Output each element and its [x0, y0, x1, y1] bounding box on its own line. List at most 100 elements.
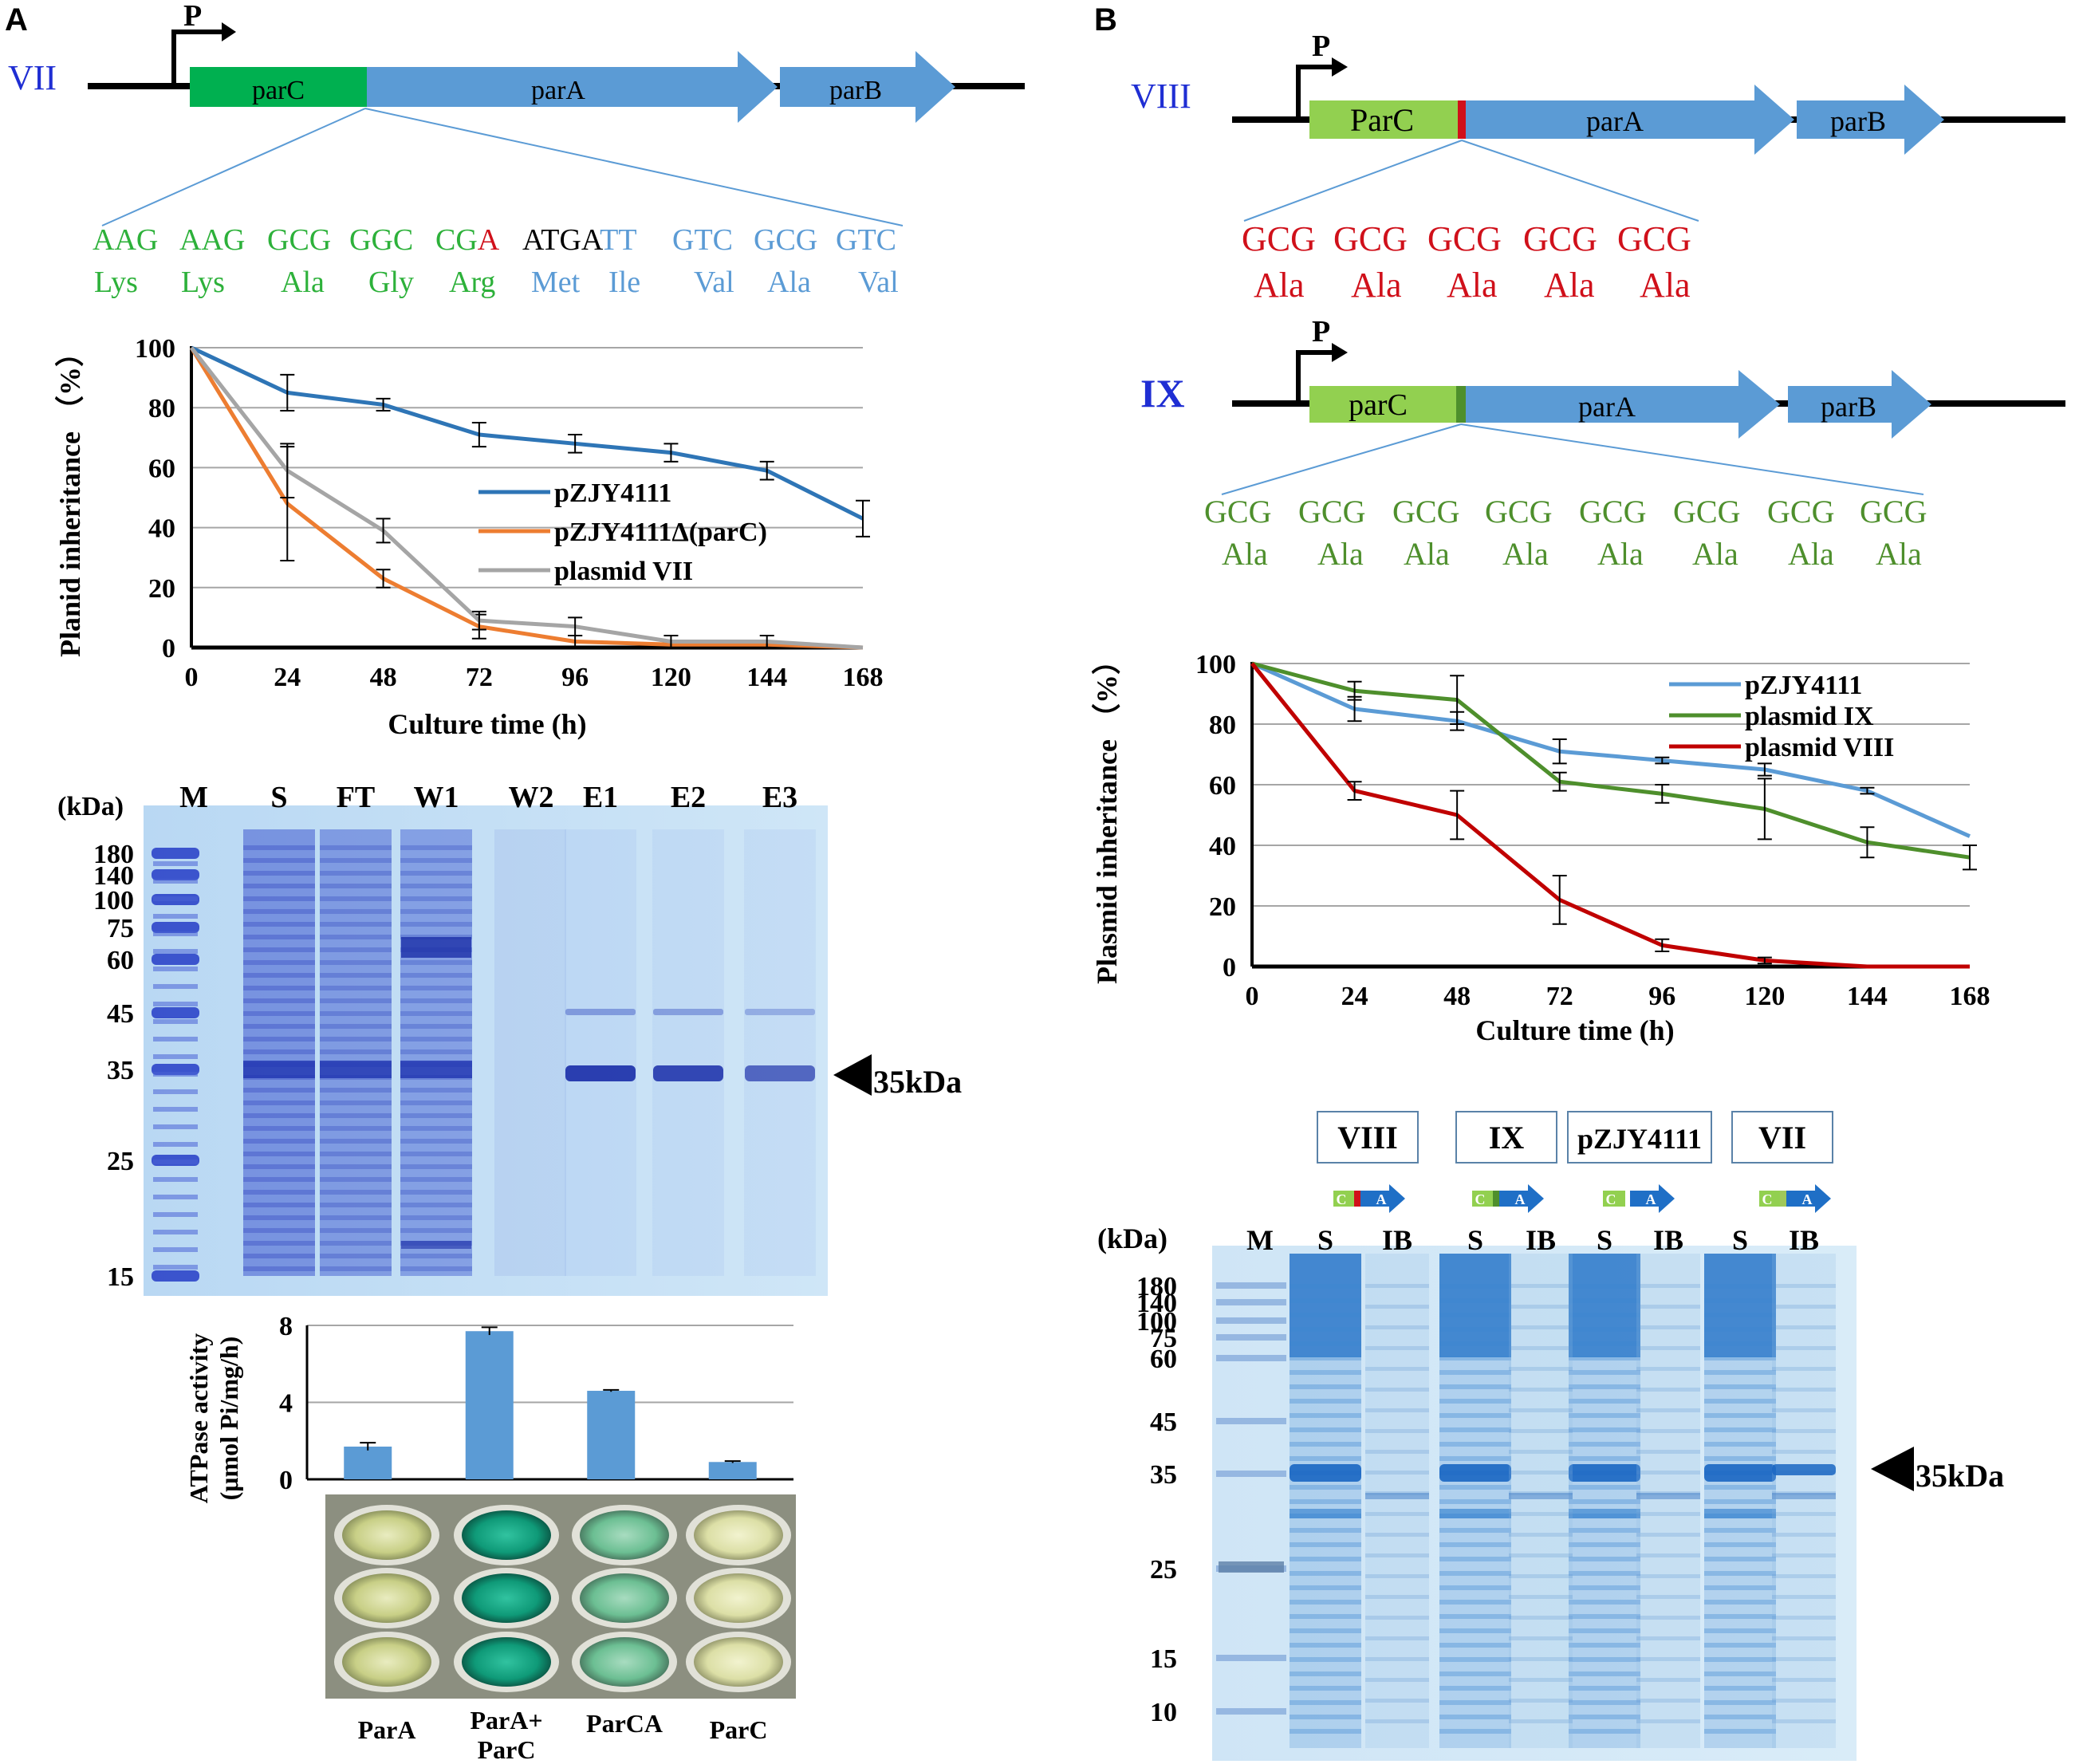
- lane-band: [1772, 1553, 1836, 1557]
- lane-band: [320, 947, 392, 952]
- marker-band: [153, 1054, 198, 1059]
- lane-band: [1569, 1686, 1640, 1691]
- sequence-ix: GCG GCG GCG GCG GCG GCG GCG GCG Ala Ala …: [1204, 494, 1927, 572]
- marker-band: [1216, 1655, 1286, 1661]
- lane-band: [1704, 1571, 1776, 1576]
- well-label: ParC: [710, 1715, 768, 1744]
- target-band: [1569, 1464, 1640, 1482]
- codon: GCG: [1860, 494, 1927, 530]
- lane-band: [1569, 1356, 1640, 1360]
- lane-band: [320, 1101, 392, 1105]
- lane-band: [1704, 1557, 1776, 1561]
- marker-band: [153, 931, 198, 936]
- lane-band: [1636, 1388, 1700, 1392]
- marker-band: [153, 1212, 198, 1217]
- lane-top: [1290, 1254, 1361, 1357]
- lane-band: [1772, 1719, 1836, 1723]
- codon: GCG: [1392, 494, 1459, 530]
- marker-band: [153, 1124, 198, 1129]
- lane-band: [320, 1152, 392, 1156]
- marker-band: [152, 848, 199, 859]
- lane-band: [1772, 1493, 1836, 1499]
- amino-acid: Ala: [1788, 536, 1834, 572]
- lane-band: [243, 1139, 315, 1144]
- icon-insert: [1354, 1191, 1360, 1207]
- marker-band: [153, 984, 198, 989]
- lane-band: [243, 858, 315, 863]
- lane-band: [320, 973, 392, 978]
- lane-band: [1636, 1367, 1700, 1371]
- icon-parc: [1472, 1191, 1494, 1207]
- codon: GCG: [1242, 219, 1316, 258]
- well-label: ParA+: [470, 1706, 542, 1734]
- lane-band: [1636, 1719, 1700, 1723]
- icon-para-arrow: [1360, 1184, 1405, 1213]
- y-tick-label: 60: [148, 454, 175, 483]
- lane-band: [1365, 1636, 1429, 1640]
- lane-band: [1290, 1399, 1361, 1404]
- lane-band: [320, 960, 392, 965]
- icon-letter: C: [1475, 1191, 1486, 1207]
- marker-band: [153, 1160, 198, 1164]
- lane-label: M: [1246, 1224, 1274, 1256]
- codon: GCG: [267, 223, 331, 257]
- icon-letter: A: [1515, 1191, 1526, 1207]
- lane-label: IB: [1526, 1224, 1556, 1256]
- series-line: [1251, 661, 1971, 860]
- lane-band: [400, 1164, 472, 1169]
- marker-band: [153, 1072, 198, 1077]
- bar: [708, 1462, 757, 1479]
- lane-band: [1365, 1699, 1429, 1703]
- lane-band: [243, 1152, 315, 1156]
- lane-band: [320, 1177, 392, 1182]
- lane-smear: [1365, 1254, 1429, 1748]
- lane-label: S: [270, 781, 287, 814]
- lane-band: [1509, 1678, 1573, 1682]
- lane-band: [320, 1203, 392, 1207]
- lane-band: [1290, 1499, 1361, 1504]
- lane-band: [1509, 1574, 1573, 1578]
- lane-band: [1509, 1367, 1573, 1371]
- well-label: ParC: [478, 1735, 536, 1764]
- lane-band: [400, 1266, 472, 1271]
- codon: ATGATT: [522, 223, 637, 257]
- well: [694, 1510, 783, 1560]
- lane-band: [400, 884, 472, 888]
- lane-band: [243, 1126, 315, 1131]
- lane-band: [1439, 1528, 1511, 1533]
- promoter-label: P: [183, 0, 202, 33]
- marker-band: [153, 1247, 198, 1252]
- lane-band: [243, 1037, 315, 1041]
- lane-band: [243, 1266, 315, 1271]
- lane-label: S: [1467, 1224, 1483, 1256]
- lane-band: [1365, 1284, 1429, 1288]
- lane-band: [400, 1061, 472, 1078]
- lane-band: [1290, 1298, 1361, 1303]
- lane-band: [1365, 1512, 1429, 1516]
- y-axis-label: (μmol Pi/mg/h): [215, 1337, 243, 1501]
- lane-band: [1290, 1715, 1361, 1719]
- series-line: [190, 346, 864, 650]
- lane-band: [400, 896, 472, 901]
- lane-band: [1569, 1284, 1640, 1289]
- lane-band: [320, 896, 392, 901]
- lane-band: [400, 1215, 472, 1220]
- lane-band: [1704, 1442, 1776, 1447]
- amino-acid: Ile: [608, 266, 640, 299]
- well: [580, 1573, 669, 1623]
- icon-letter: C: [1762, 1191, 1773, 1207]
- lane-band: [243, 1164, 315, 1169]
- bar: [344, 1446, 392, 1479]
- lane-band: [1569, 1327, 1640, 1332]
- lane-band: [1569, 1427, 1640, 1432]
- lane-band: [1636, 1512, 1700, 1516]
- lane-band: [1569, 1729, 1640, 1734]
- x-tick-label: 144: [746, 663, 787, 692]
- amino-acid: Ala: [1222, 536, 1268, 572]
- codon: GTC: [836, 223, 896, 257]
- lane-band: [320, 1024, 392, 1029]
- lane-band: [1772, 1429, 1836, 1433]
- marker-label: 35: [1150, 1460, 1177, 1490]
- y-tick-label: 0: [162, 634, 175, 663]
